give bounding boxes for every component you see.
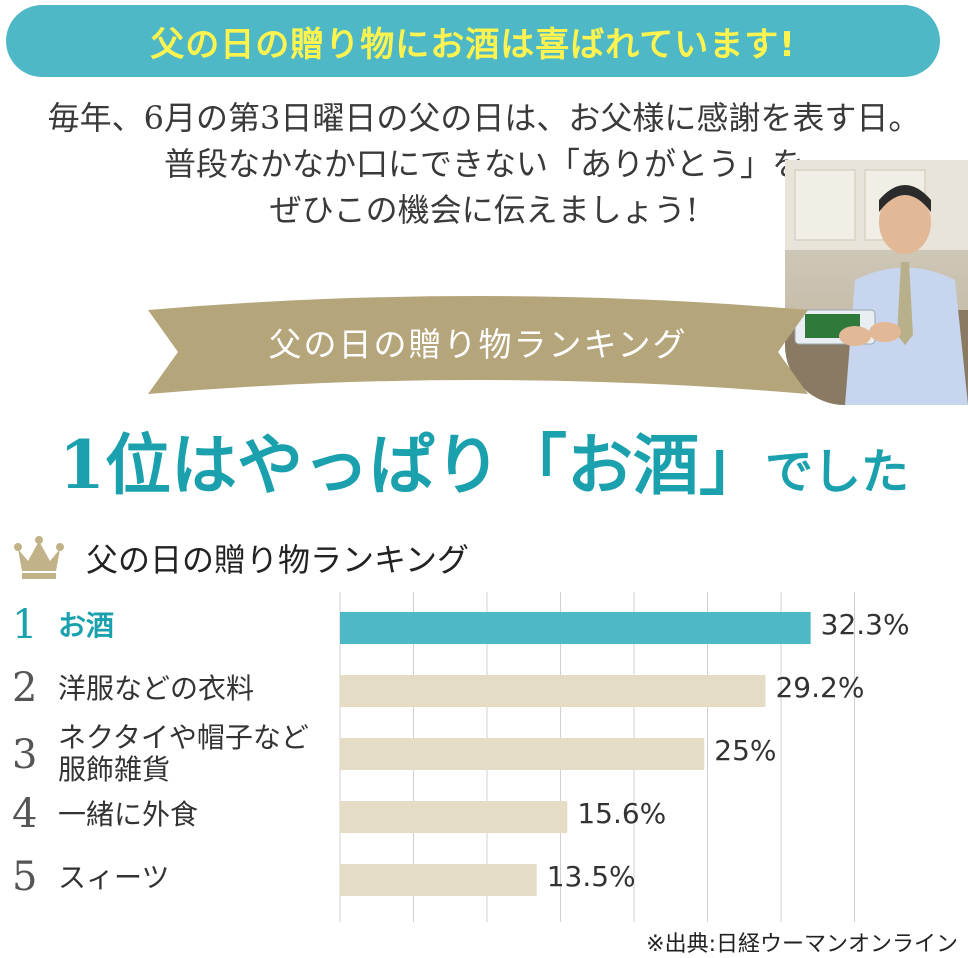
source-note: ※出典:日経ウーマンオンライン [646,932,958,957]
intro-line: 普段なかなか口にできない「ありがとう」を [163,145,804,183]
banner-text: 父の日の贈り物にお酒は喜ばれています! [150,24,796,65]
headline-suffix: でした [764,444,909,500]
ranking-chart: 32.3% 1 お酒 29.2% 2 洋服などの衣料 25% 3 ネクタイや帽子など 服飾雑貨 15… [0,592,968,922]
ribbon-shape [148,296,808,394]
category-label: ネクタイや帽子など 服飾雑貨 [58,722,309,786]
bar-value-label: 15.6% [577,797,667,830]
rank-number: 1 [12,602,38,648]
chart-plot [339,592,855,922]
father-illustration [785,160,968,405]
rank-number: 4 [12,791,38,837]
ranking-ribbon: 父の日の贈り物ランキング [148,292,808,410]
category-label-line: 洋服などの衣料 [58,672,255,705]
headline-item: 「お酒」 [500,426,765,504]
intro-line: ぜひこの機会に伝えましょう! [269,191,699,229]
bar-value-label: 13.5% [546,860,636,893]
headline: 1位はやっぱり「お酒」でした [0,412,968,508]
category-label: スィーツ [58,862,169,894]
chart-header: 父の日の贈り物ランキング [14,532,469,584]
intro-text: 毎年、6月の第3日曜日の父の日は、お父様に感謝を表す日。 普段なかなか口にできな… [0,95,968,233]
ribbon-title: 父の日の贈り物ランキング [268,325,688,364]
bar [340,612,811,644]
category-label-line: お酒 [58,609,115,642]
rank-number: 5 [12,854,38,900]
category-label-line: ネクタイや帽子など [58,721,309,754]
bar [340,801,568,833]
bar-value-label: 32.3% [820,608,910,641]
rank-number: 3 [12,732,38,778]
category-label-line: 服飾雑貨 [58,753,171,786]
category-label: 洋服などの衣料 [58,673,254,705]
bar [340,738,705,770]
rank-number: 2 [12,665,38,711]
bar [340,675,766,707]
category-label: お酒 [58,610,114,642]
headline-rank: 1位はやっぱり [59,426,501,504]
crown-icon [14,536,64,579]
category-label-line: スィーツ [58,861,170,894]
father-photo [785,160,968,405]
top-banner: 父の日の贈り物にお酒は喜ばれています! [6,5,940,77]
intro-line: 毎年、6月の第3日曜日の父の日は、お父様に感謝を表す日。 [47,99,921,137]
category-label: 一緒に外食 [58,799,198,831]
bar [340,864,537,896]
category-label-line: 一緒に外食 [58,798,199,831]
bar-value-label: 29.2% [775,671,865,704]
bar-value-label: 25% [714,734,777,767]
chart-title: 父の日の贈り物ランキング [86,541,470,579]
